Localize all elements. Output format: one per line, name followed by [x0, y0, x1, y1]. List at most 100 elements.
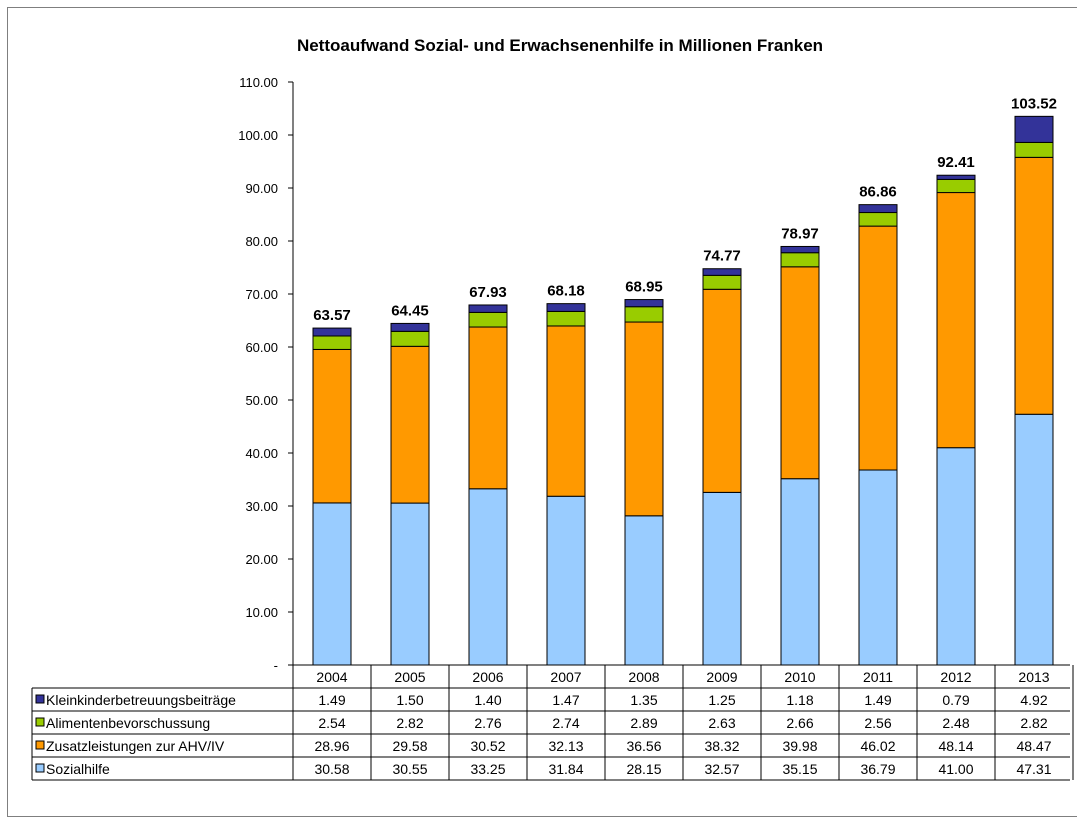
table-value-cell: 2.54 — [318, 715, 345, 731]
x-tick-label: 2008 — [628, 669, 659, 685]
table-value-cell: 2.82 — [396, 715, 423, 731]
x-tick-label: 2005 — [394, 669, 425, 685]
bar-total-label: 63.57 — [313, 307, 351, 324]
legend-key — [35, 694, 45, 704]
bar-segment — [858, 469, 898, 666]
x-tick-label: 2010 — [784, 669, 815, 685]
y-tick-label: 80.00 — [245, 234, 278, 249]
x-tick-label: 2006 — [472, 669, 503, 685]
y-tick-label: 110.00 — [239, 75, 278, 90]
chart-frame — [7, 7, 1077, 817]
y-tick-label: 70.00 — [245, 287, 278, 302]
table-value-cell: 48.14 — [938, 738, 973, 754]
bar-segment — [624, 515, 664, 666]
y-tick-label: - — [274, 658, 278, 673]
legend-entry: Zusatzleistungen zur AHV/IV — [46, 738, 225, 754]
y-tick-label: 50.00 — [245, 393, 278, 408]
bar-segment — [858, 225, 898, 471]
bar-segment — [624, 299, 664, 308]
bar-segment — [936, 447, 976, 666]
bar-segment — [312, 348, 352, 504]
table-value-cell: 41.00 — [938, 761, 973, 777]
bar-segment — [780, 478, 820, 666]
x-tick-label: 2013 — [1018, 669, 1049, 685]
bar-segment — [312, 327, 352, 337]
table-value-cell: 46.02 — [860, 738, 895, 754]
bar-segment — [780, 245, 820, 254]
table-value-cell: 0.79 — [942, 692, 969, 708]
table-value-cell: 1.49 — [864, 692, 891, 708]
table-value-cell: 1.50 — [396, 692, 423, 708]
table-value-cell: 1.18 — [786, 692, 813, 708]
bar-segment — [858, 212, 898, 227]
legend-entry: Kleinkinderbetreuungsbeiträge — [46, 692, 236, 708]
bar-total-label: 67.93 — [469, 284, 507, 301]
table-value-cell: 30.52 — [470, 738, 505, 754]
table-value-cell: 31.84 — [548, 761, 583, 777]
bar-segment — [624, 306, 664, 323]
table-value-cell: 1.49 — [318, 692, 345, 708]
bar-segment — [780, 252, 820, 268]
y-tick-label: 60.00 — [245, 340, 278, 355]
bar-segment — [1014, 141, 1054, 158]
bar-segment — [468, 326, 508, 490]
bar-segment — [312, 502, 352, 666]
legend-key — [35, 763, 45, 773]
bar-total-label: 86.86 — [859, 184, 897, 201]
table-value-cell: 2.56 — [864, 715, 891, 731]
bar-segment — [1014, 156, 1054, 415]
table-value-cell: 32.57 — [704, 761, 739, 777]
bar-segment — [702, 288, 742, 493]
x-tick-label: 2004 — [316, 669, 347, 685]
bar-segment — [390, 322, 430, 332]
x-tick-label: 2009 — [706, 669, 737, 685]
bar-segment — [390, 330, 430, 347]
y-tick-label: 90.00 — [245, 181, 278, 196]
bar-segment — [1014, 413, 1054, 666]
table-value-cell: 28.96 — [314, 738, 349, 754]
legend-entry: Sozialhilfe — [46, 761, 110, 777]
table-value-cell: 39.98 — [782, 738, 817, 754]
table-value-cell: 30.55 — [392, 761, 427, 777]
table-value-cell: 2.76 — [474, 715, 501, 731]
legend-key — [35, 740, 45, 750]
table-value-cell: 2.48 — [942, 715, 969, 731]
table-value-cell: 35.15 — [782, 761, 817, 777]
table-value-cell: 36.56 — [626, 738, 661, 754]
bar-total-label: 78.97 — [781, 225, 819, 242]
bar-segment — [936, 178, 976, 194]
table-value-cell: 4.92 — [1020, 692, 1047, 708]
bar-total-label: 74.77 — [703, 248, 741, 265]
table-value-cell: 2.63 — [708, 715, 735, 731]
y-tick-label: 100.00 — [238, 128, 278, 143]
table-value-cell: 2.89 — [630, 715, 657, 731]
bar-segment — [546, 495, 586, 666]
x-tick-label: 2012 — [940, 669, 971, 685]
bar-total-label: 68.95 — [625, 279, 663, 296]
bar-segment — [936, 174, 976, 180]
bar-segment — [858, 204, 898, 214]
table-value-cell: 36.79 — [860, 761, 895, 777]
table-value-cell: 1.25 — [708, 692, 735, 708]
x-tick-label: 2011 — [863, 669, 893, 685]
bar-total-label: 68.18 — [547, 283, 585, 300]
table-value-cell: 1.35 — [630, 692, 657, 708]
table-value-cell: 1.47 — [552, 692, 579, 708]
bar-segment — [1014, 115, 1054, 143]
table-value-cell: 2.66 — [786, 715, 813, 731]
legend-entry: Alimentenbevorschussung — [46, 715, 210, 731]
bar-segment — [546, 325, 586, 497]
bar-segment — [546, 310, 586, 327]
y-tick-label: 20.00 — [245, 552, 278, 567]
bar-segment — [312, 335, 352, 350]
table-value-cell: 29.58 — [392, 738, 427, 754]
bar-segment — [390, 502, 430, 666]
x-tick-label: 2007 — [550, 669, 581, 685]
bar-segment — [390, 345, 430, 504]
bar-segment — [780, 266, 820, 480]
table-value-cell: 38.32 — [704, 738, 739, 754]
bar-segment — [702, 274, 742, 290]
table-value-cell: 28.15 — [626, 761, 661, 777]
y-tick-label: 10.00 — [245, 605, 278, 620]
